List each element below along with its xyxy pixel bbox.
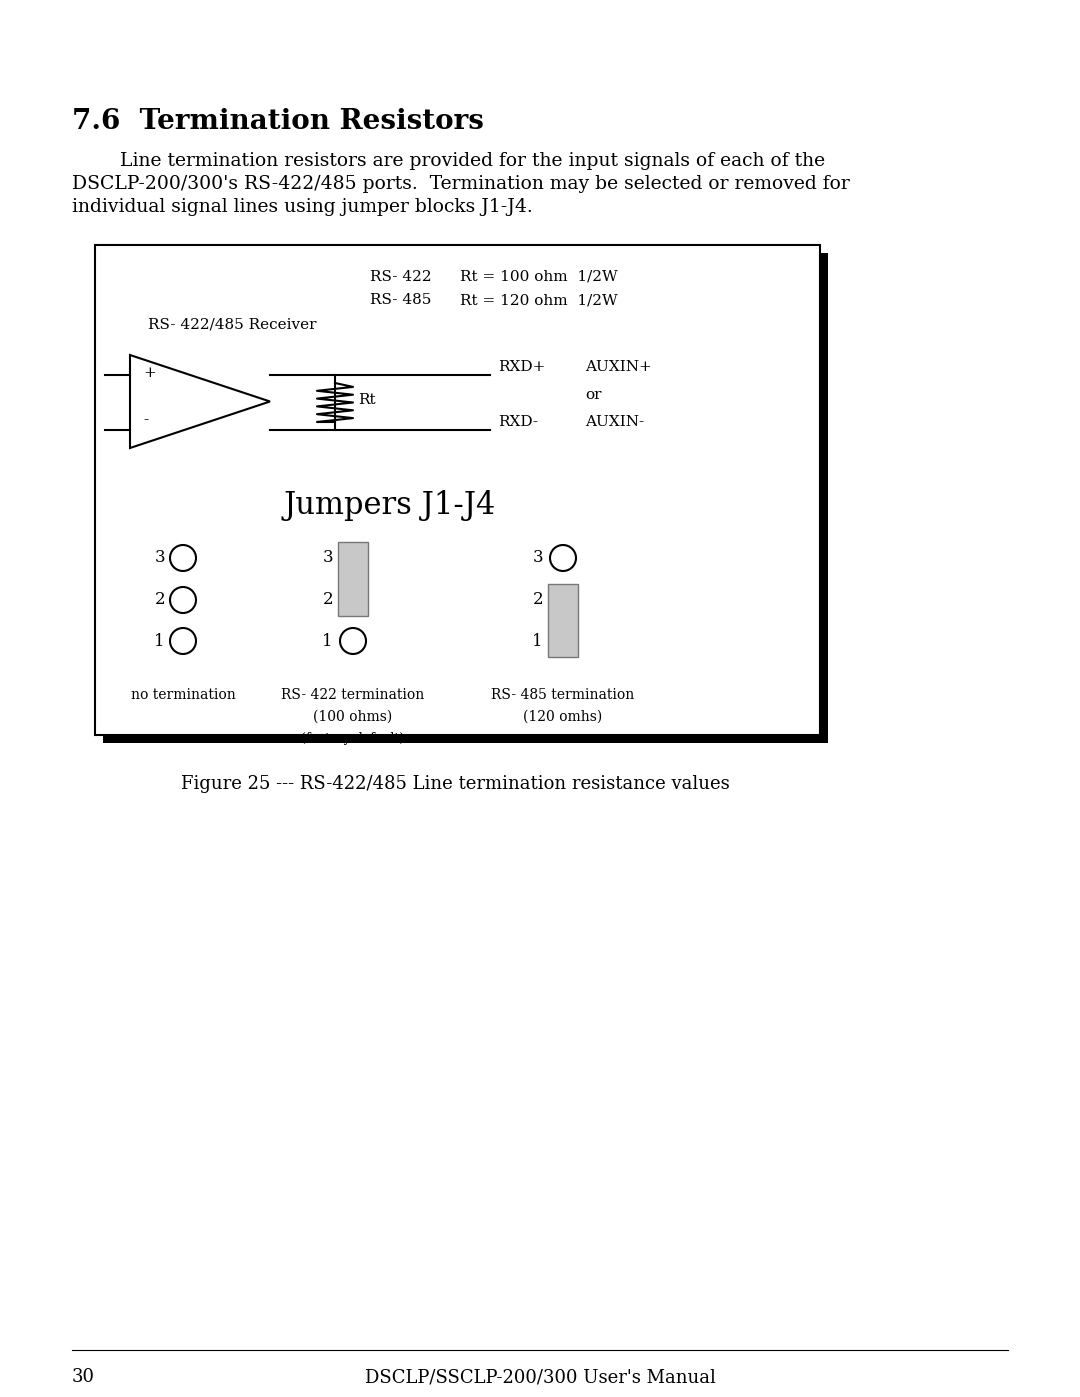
Text: 3: 3 (322, 549, 333, 567)
Text: Rt = 120 ohm  1/2W: Rt = 120 ohm 1/2W (460, 293, 618, 307)
Text: RS- 485: RS- 485 (370, 293, 431, 307)
Bar (338, 542, 368, 616)
Text: RXD+: RXD+ (498, 360, 545, 374)
Text: 2: 2 (322, 591, 333, 609)
Text: (factory default): (factory default) (301, 732, 405, 745)
Text: (100 ohms): (100 ohms) (313, 710, 393, 724)
Text: DSCLP-200/300's RS-422/485 ports.  Termination may be selected or removed for: DSCLP-200/300's RS-422/485 ports. Termin… (72, 175, 850, 193)
Text: 3: 3 (532, 549, 543, 567)
Text: AUXIN+: AUXIN+ (585, 360, 651, 374)
Text: Jumpers J1-J4: Jumpers J1-J4 (284, 490, 496, 521)
Text: Figure 25 --- RS-422/485 Line termination resistance values: Figure 25 --- RS-422/485 Line terminatio… (180, 775, 729, 793)
Text: -: - (143, 414, 148, 427)
Text: RS- 422: RS- 422 (370, 270, 432, 284)
Text: 1: 1 (322, 633, 333, 650)
Text: (120 omhs): (120 omhs) (524, 710, 603, 724)
Text: RS- 422/485 Receiver: RS- 422/485 Receiver (148, 319, 316, 332)
Text: Rt = 100 ohm  1/2W: Rt = 100 ohm 1/2W (460, 270, 618, 284)
Text: 30: 30 (72, 1368, 95, 1386)
Text: Rt: Rt (357, 393, 376, 407)
Text: no termination: no termination (131, 687, 235, 703)
Text: AUXIN-: AUXIN- (585, 415, 644, 429)
Text: 3: 3 (154, 549, 165, 567)
Text: DSCLP/SSCLP-200/300 User's Manual: DSCLP/SSCLP-200/300 User's Manual (365, 1368, 715, 1386)
Text: RS- 422 termination: RS- 422 termination (282, 687, 424, 703)
Text: 7.6  Termination Resistors: 7.6 Termination Resistors (72, 108, 484, 136)
Text: RXD-: RXD- (498, 415, 538, 429)
Bar (548, 584, 578, 657)
Text: RS- 485 termination: RS- 485 termination (491, 687, 635, 703)
Bar (95, 244, 820, 735)
Text: or: or (585, 388, 602, 402)
Text: Line termination resistors are provided for the input signals of each of the: Line termination resistors are provided … (72, 152, 825, 170)
Text: 1: 1 (532, 633, 543, 650)
Text: 2: 2 (154, 591, 165, 609)
Text: 2: 2 (532, 591, 543, 609)
Text: individual signal lines using jumper blocks J1-J4.: individual signal lines using jumper blo… (72, 198, 532, 217)
Text: +: + (143, 366, 156, 380)
Bar (103, 253, 828, 743)
Text: 1: 1 (154, 633, 165, 650)
